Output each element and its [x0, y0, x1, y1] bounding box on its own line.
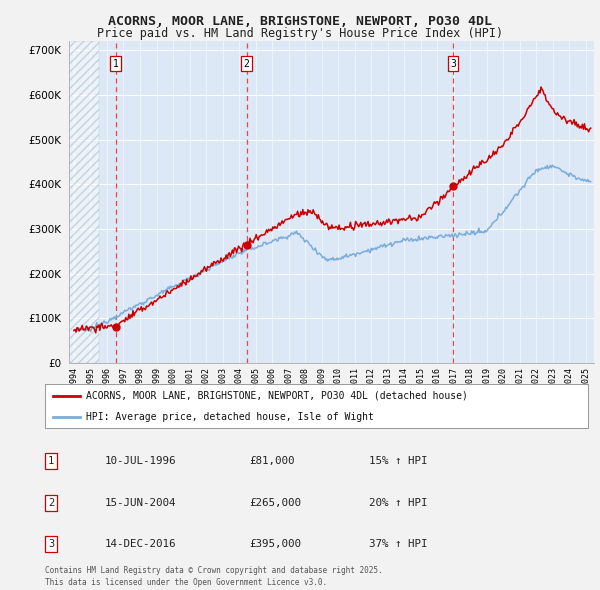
- Text: 15-JUN-2004: 15-JUN-2004: [105, 498, 176, 507]
- Text: 15% ↑ HPI: 15% ↑ HPI: [369, 457, 427, 466]
- Text: 3: 3: [450, 58, 456, 68]
- Text: 14-DEC-2016: 14-DEC-2016: [105, 539, 176, 549]
- Text: 20% ↑ HPI: 20% ↑ HPI: [369, 498, 427, 507]
- Text: 2: 2: [48, 498, 54, 507]
- Text: Price paid vs. HM Land Registry's House Price Index (HPI): Price paid vs. HM Land Registry's House …: [97, 27, 503, 40]
- Text: 10-JUL-1996: 10-JUL-1996: [105, 457, 176, 466]
- Text: 3: 3: [48, 539, 54, 549]
- Text: ACORNS, MOOR LANE, BRIGHSTONE, NEWPORT, PO30 4DL (detached house): ACORNS, MOOR LANE, BRIGHSTONE, NEWPORT, …: [86, 391, 467, 401]
- Text: £395,000: £395,000: [249, 539, 301, 549]
- Bar: [69, 41, 99, 363]
- Text: 37% ↑ HPI: 37% ↑ HPI: [369, 539, 427, 549]
- Text: £265,000: £265,000: [249, 498, 301, 507]
- Text: ACORNS, MOOR LANE, BRIGHSTONE, NEWPORT, PO30 4DL: ACORNS, MOOR LANE, BRIGHSTONE, NEWPORT, …: [108, 15, 492, 28]
- Text: 1: 1: [48, 457, 54, 466]
- Text: 2: 2: [244, 58, 250, 68]
- Text: 1: 1: [113, 58, 119, 68]
- Text: HPI: Average price, detached house, Isle of Wight: HPI: Average price, detached house, Isle…: [86, 412, 374, 422]
- Text: Contains HM Land Registry data © Crown copyright and database right 2025.
This d: Contains HM Land Registry data © Crown c…: [45, 566, 383, 587]
- Text: £81,000: £81,000: [249, 457, 295, 466]
